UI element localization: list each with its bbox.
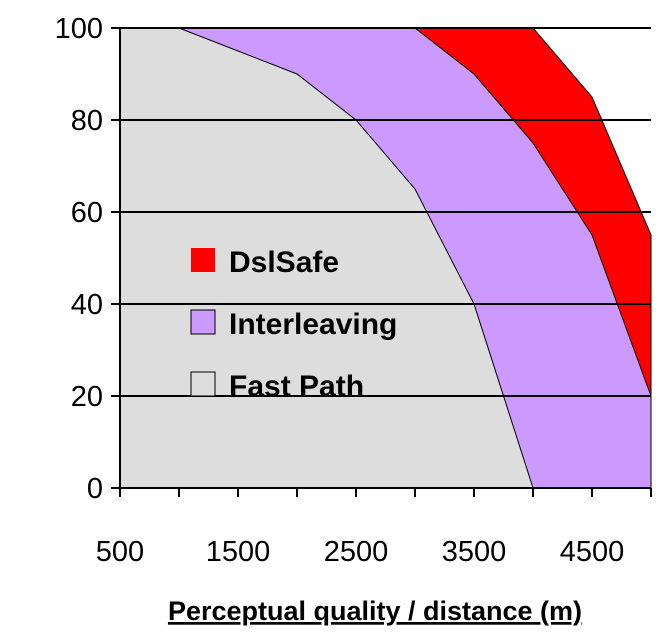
y-tick-label: 40 — [71, 289, 103, 321]
legend-label-fast-path: Fast Path — [229, 370, 364, 403]
y-tick-label: 20 — [71, 381, 103, 413]
x-tick-label: 3500 — [442, 536, 507, 568]
grid-layer — [120, 27, 651, 397]
x-axis-title: Perceptual quality / distance (m) — [168, 596, 582, 626]
y-tick-label: 100 — [55, 13, 103, 45]
axes-layer: 0 20 40 60 80 100 500 1500 2500 3500 4500 — [55, 13, 652, 568]
legend-swatch-fast-path — [190, 371, 216, 397]
x-tick-label: 500 — [96, 536, 144, 568]
legend-label-dslsafe: DslSafe — [229, 246, 339, 279]
y-tick-label: 60 — [71, 197, 103, 229]
legend-swatch-dslsafe — [191, 248, 215, 272]
x-tick-label: 1500 — [206, 536, 271, 568]
legend-swatch-interleaving — [190, 309, 216, 335]
area-layer — [120, 27, 652, 489]
boundary-fast-path — [120, 27, 534, 489]
x-tick-label: 2500 — [324, 536, 389, 568]
area-fast-path — [120, 28, 533, 488]
x-tick-label: 4500 — [560, 536, 625, 568]
legend-label-interleaving: Interleaving — [229, 308, 397, 341]
legend: DslSafe Interleaving Fast Path — [190, 246, 397, 403]
y-tick-label: 80 — [71, 105, 103, 137]
y-tick-label: 0 — [87, 473, 103, 505]
